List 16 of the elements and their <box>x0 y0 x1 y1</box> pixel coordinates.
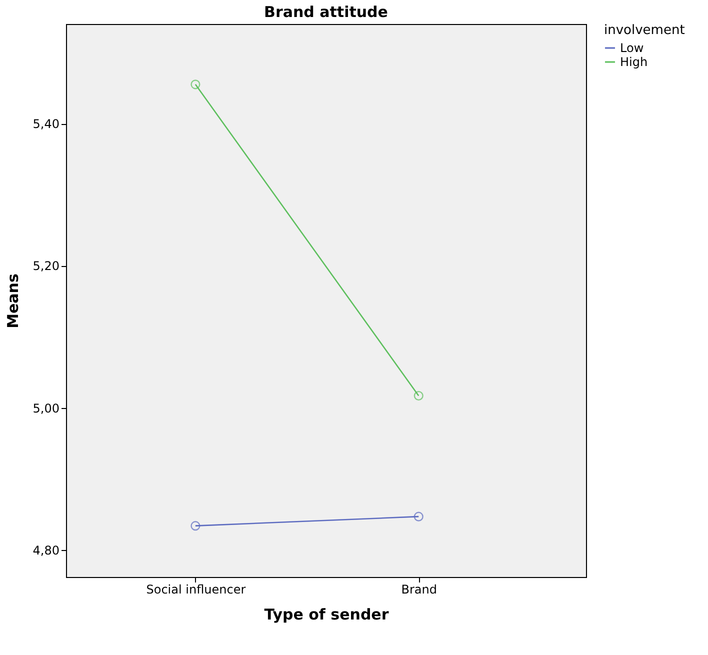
y-tick-label: 5,00 <box>32 401 60 416</box>
x-tick-label: Brand <box>401 582 437 596</box>
chart-title: Brand attitude <box>264 3 388 21</box>
x-tick-label: Social influencer <box>146 582 246 596</box>
y-tick-label: 5,40 <box>32 117 60 132</box>
y-tick-label: 5,20 <box>32 259 60 274</box>
legend-label: Low <box>620 41 644 55</box>
point <box>414 390 424 401</box>
point <box>414 512 424 522</box>
point <box>190 521 200 531</box>
legend-label: High <box>620 55 648 69</box>
y-axis-title: Means <box>4 274 22 328</box>
y-tick-label: 4,80 <box>32 543 60 558</box>
legend-title: involvement <box>604 23 685 38</box>
point <box>190 80 200 90</box>
x-axis-title: Type of sender <box>264 606 390 624</box>
